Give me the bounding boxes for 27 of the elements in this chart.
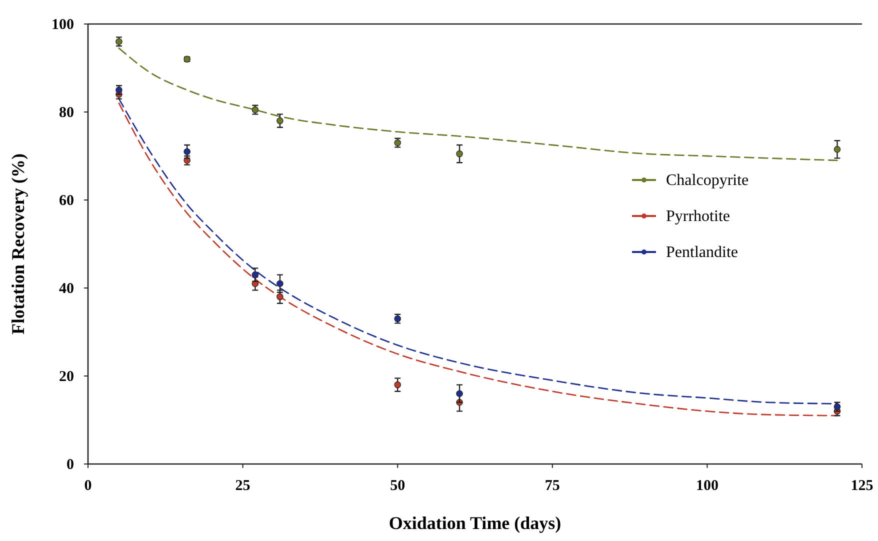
y-tick-label: 20 <box>59 369 74 385</box>
y-tick-label: 60 <box>59 193 74 209</box>
x-tick-label: 125 <box>850 478 874 494</box>
x-tick-label: 75 <box>544 478 560 494</box>
legend-label: Pentlandite <box>666 244 738 261</box>
x-tick-label: 0 <box>84 478 92 494</box>
point <box>456 390 463 397</box>
y-tick-label: 100 <box>52 17 74 33</box>
point <box>276 280 284 287</box>
point <box>456 150 463 158</box>
legend-label: Chalcopyrite <box>666 172 749 189</box>
x-tick-label: 50 <box>390 478 406 494</box>
point <box>276 293 284 300</box>
point <box>394 381 401 388</box>
y-tick-label: 80 <box>59 105 74 121</box>
line-series <box>118 48 838 162</box>
x-tick-label: 100 <box>696 478 718 494</box>
x-tick-label: 25 <box>235 478 250 494</box>
point <box>834 146 841 153</box>
y-axis-title: Flotation Recovery (%) <box>8 154 28 334</box>
legend-label: Pyrrhotite <box>666 208 730 225</box>
point <box>184 148 190 155</box>
point <box>252 271 259 278</box>
y-tick-label: 0 <box>66 457 74 473</box>
x-axis-title: Oxidation Time (days) <box>388 513 562 533</box>
point <box>276 117 284 124</box>
y-tick-label: 40 <box>59 281 74 297</box>
